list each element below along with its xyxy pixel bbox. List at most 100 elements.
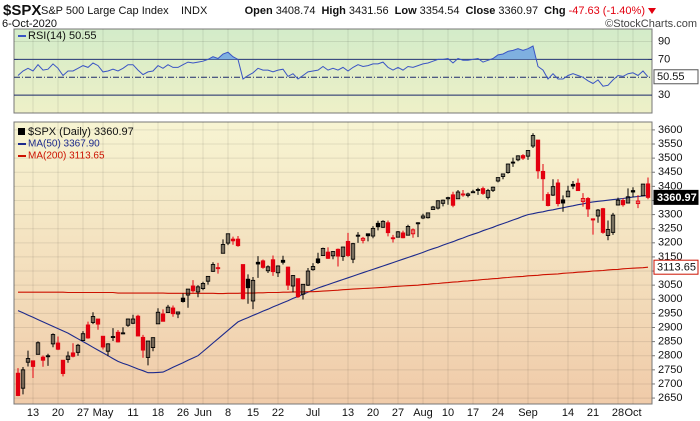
- candle-body: [305, 270, 311, 286]
- x-tick-label: 18: [152, 407, 164, 419]
- y-tick-label: 3550: [658, 138, 682, 150]
- candle-body: [180, 297, 186, 302]
- candle-body: [140, 336, 146, 351]
- x-tick-label: 13: [342, 407, 354, 419]
- candle-body: [430, 206, 436, 210]
- quote-value: 3354.54: [420, 5, 460, 17]
- last-value-label: 3360.97: [657, 192, 697, 204]
- quote-value: 3360.97: [498, 5, 538, 17]
- candle-body: [380, 220, 386, 228]
- y-tick-label: 2750: [658, 364, 682, 376]
- candle-body: [315, 258, 321, 264]
- y-tick-label: 2700: [658, 378, 682, 390]
- last-value-box: [653, 259, 699, 275]
- candle-body: [445, 197, 451, 200]
- rsi-line: [17, 45, 649, 87]
- candle-body: [595, 209, 601, 217]
- candle-body: [35, 342, 41, 355]
- ma-line: [18, 266, 649, 295]
- candle-body: [115, 331, 121, 343]
- candle-body: [610, 214, 616, 233]
- quote: Open 3408.74 High 3431.56 Low 3354.54 Close 336…: [245, 5, 645, 17]
- x-tick-label: 20: [52, 407, 64, 419]
- symbol: $SPX: [3, 2, 41, 19]
- price-panel: [13, 121, 653, 405]
- quote-label: Open: [245, 5, 273, 17]
- candle-body: [335, 248, 341, 257]
- candle-body: [510, 161, 516, 164]
- candle-body: [350, 243, 356, 260]
- candle-body: [225, 233, 231, 244]
- candle-body: [450, 194, 456, 206]
- legend-swatch: [18, 128, 25, 135]
- candle-body: [130, 318, 136, 324]
- candle-body: [565, 190, 571, 198]
- candle-body: [355, 234, 361, 237]
- candle-body: [285, 266, 291, 286]
- candle-body: [135, 315, 141, 337]
- candle-body: [330, 251, 336, 257]
- rsi-overbought-fill: [208, 46, 537, 60]
- candle-body: [435, 200, 441, 209]
- candle-body: [45, 355, 51, 358]
- candle-body: [240, 264, 246, 300]
- candle-body: [20, 369, 26, 389]
- legend-label: MA(200) 3113.65: [28, 151, 105, 162]
- candle-body: [345, 240, 351, 256]
- x-tick-label: 17: [467, 407, 479, 419]
- y-tick-label: 2850: [658, 336, 682, 348]
- x-tick-label: 26: [177, 407, 189, 419]
- last-value-box: [653, 189, 699, 205]
- candle-body: [30, 360, 36, 367]
- candle-body: [300, 283, 306, 295]
- candle-body: [250, 279, 256, 302]
- candle-body: [25, 358, 31, 363]
- x-tick-label: Sep: [518, 407, 538, 419]
- y-tick-label: 3000: [658, 293, 682, 305]
- candle-body: [370, 227, 376, 237]
- candle-body: [195, 286, 201, 293]
- last-value-label: 3113.65: [657, 262, 696, 274]
- candle-body: [205, 275, 211, 282]
- legend-label: $SPX (Daily) 3360.97: [28, 126, 134, 138]
- y-tick-label: 3050: [658, 279, 682, 291]
- candle-body: [270, 259, 276, 273]
- candle-body: [220, 244, 226, 254]
- candle-body: [155, 311, 161, 325]
- candle-body: [515, 155, 521, 161]
- y-tick-label: 2800: [658, 350, 682, 362]
- candle-body: [70, 352, 76, 357]
- candle-body: [460, 193, 466, 196]
- candle-body: [600, 208, 606, 233]
- rsi-tick-label: 70: [658, 53, 670, 65]
- candle-body: [50, 334, 56, 345]
- candle-body: [640, 183, 646, 197]
- exchange: INDX: [181, 5, 208, 17]
- candle-body: [400, 232, 406, 239]
- candle-body: [325, 251, 331, 259]
- candle-body: [390, 237, 396, 240]
- y-tick-label: 3600: [658, 124, 682, 136]
- x-tick-label: 27: [77, 407, 89, 419]
- source: ©StockCharts.com: [605, 18, 697, 30]
- candle-body: [525, 150, 531, 157]
- candle-body: [260, 260, 266, 268]
- candle-body: [65, 355, 71, 360]
- y-tick-label: 2650: [658, 392, 682, 404]
- candle-body: [80, 333, 86, 341]
- candle-body: [475, 189, 481, 191]
- legend-label: MA(50) 3367.90: [28, 139, 100, 150]
- date: 6-Oct-2020: [2, 18, 57, 30]
- candle-body: [90, 316, 96, 323]
- candle-body: [645, 183, 651, 198]
- candle-body: [75, 344, 81, 353]
- candle-body: [230, 238, 236, 242]
- candle-body: [485, 190, 491, 198]
- candle-body: [615, 199, 621, 206]
- candle-body: [455, 191, 461, 200]
- candle-body: [520, 155, 526, 159]
- candle-body: [505, 163, 511, 173]
- candle-body: [405, 225, 411, 236]
- candle-body: [560, 199, 566, 204]
- candle-body: [360, 237, 366, 241]
